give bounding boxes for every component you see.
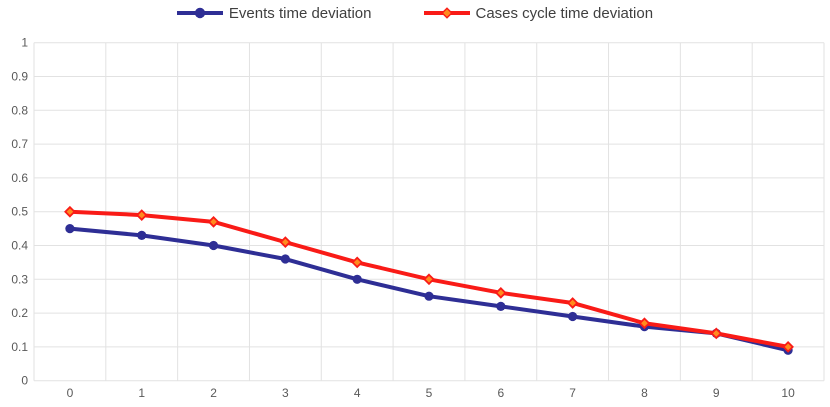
legend-line-circle-icon (176, 7, 223, 19)
legend-label-events-time-deviation: Events time deviation (228, 4, 372, 22)
data-point-circle (137, 230, 147, 240)
y-tick-label: 0.6 (11, 171, 28, 185)
x-tick-label: 10 (781, 386, 795, 400)
x-tick-label: 1 (138, 386, 145, 400)
data-point-diamond (494, 286, 507, 299)
y-tick-label: 0.1 (11, 340, 28, 354)
series-cases (64, 205, 794, 353)
y-tick-label: 0.8 (11, 103, 28, 117)
y-tick-label: 0.7 (11, 137, 28, 151)
y-tick-label: 0.2 (11, 306, 28, 320)
data-point-diamond (64, 205, 76, 218)
y-axis-tick-labels: 0 0.1 0.2 0.3 0.4 0.5 0.6 0.7 0.8 0.9 1 (11, 36, 28, 388)
x-tick-label: 5 (426, 386, 433, 400)
data-point-diamond (279, 236, 292, 248)
x-tick-label: 2 (210, 386, 217, 400)
data-point-circle (280, 254, 290, 264)
legend-line-diamond-icon (423, 7, 470, 19)
data-point-circle (352, 274, 362, 284)
y-tick-label: 0.9 (11, 70, 28, 84)
legend-label-cases-cycle-time-deviation: Cases cycle time deviation (475, 4, 654, 22)
y-tick-label: 0.3 (11, 272, 28, 286)
data-point-diamond (351, 256, 364, 269)
data-point-diamond (135, 209, 148, 221)
data-point-circle (65, 224, 75, 234)
y-tick-label: 0.5 (11, 205, 28, 219)
data-point-diamond (207, 215, 220, 228)
chart-legend: Events time deviation Cases cycle time d… (0, 1, 830, 25)
data-point-diamond (423, 273, 435, 286)
data-point-diamond (782, 341, 794, 353)
data-point-circle (568, 311, 578, 322)
x-tick-label: 3 (282, 386, 289, 400)
data-point-diamond (710, 327, 723, 340)
x-axis-tick-labels: 0 1 2 3 4 5 6 7 8 9 10 (67, 386, 796, 400)
x-tick-label: 6 (497, 386, 504, 400)
x-tick-label: 0 (67, 386, 74, 400)
data-point-diamond (638, 317, 651, 330)
y-tick-label: 1 (21, 36, 28, 50)
x-tick-label: 7 (569, 386, 576, 400)
x-tick-label: 8 (641, 386, 648, 400)
data-point-circle (424, 291, 434, 301)
y-tick-label: 0 (21, 374, 28, 388)
y-tick-label: 0.4 (11, 239, 28, 253)
series-events (65, 224, 793, 355)
x-tick-label: 4 (354, 386, 361, 400)
legend-item-cases-cycle-time-deviation: Cases cycle time deviation (423, 4, 654, 22)
legend-item-events-time-deviation: Events time deviation (176, 4, 372, 22)
x-tick-label: 9 (713, 386, 720, 400)
data-point-circle (496, 301, 506, 311)
data-point-circle (208, 240, 219, 251)
data-point-diamond (566, 297, 579, 309)
